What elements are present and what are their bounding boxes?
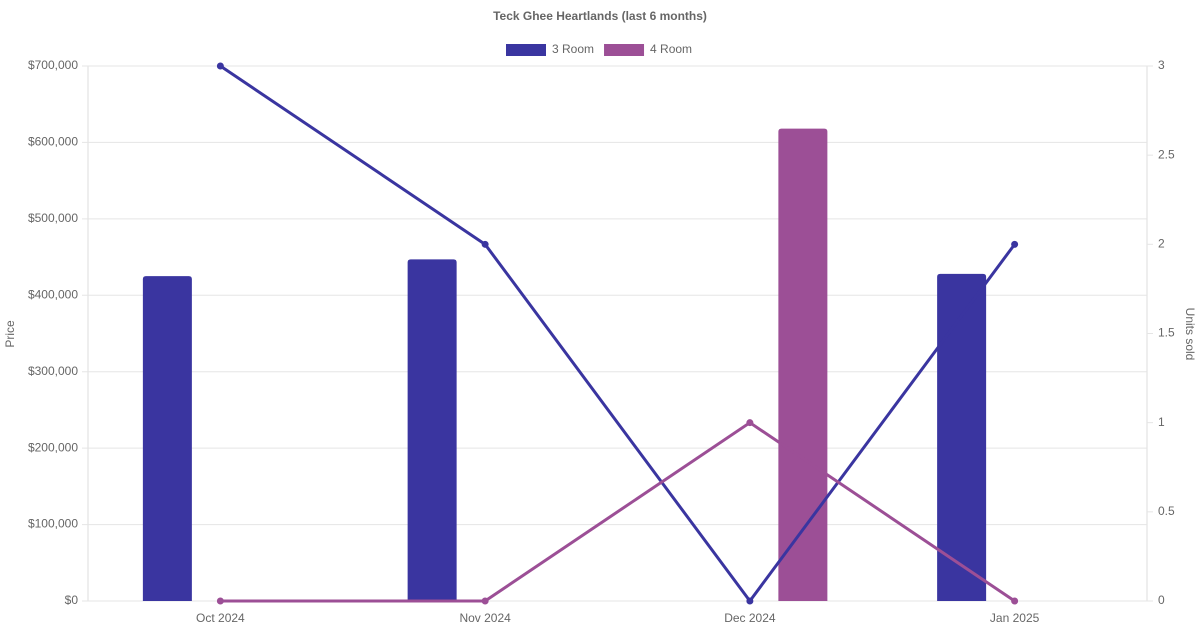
legend-swatch [604,44,645,56]
units-point [216,597,224,605]
units-point [1011,597,1019,605]
x-tick-label: Oct 2024 [196,611,245,625]
y-tick-label: $400,000 [28,287,78,301]
units-point [746,419,754,427]
y2-tick-label: 2.5 [1158,147,1175,161]
y2-tick-label: 0.5 [1158,504,1175,518]
y-tick-label: $300,000 [28,364,78,378]
x-tick-label: Jan 2025 [990,611,1040,625]
legend-label: 3 Room [552,42,594,56]
y-tick-label: $600,000 [28,135,78,149]
bar [407,259,457,601]
legend-label: 4 Room [650,42,692,56]
bar [937,273,987,601]
units-point [746,597,754,605]
y-tick-label: $500,000 [28,211,78,225]
units-line [219,64,1016,604]
bar [142,276,192,601]
y2-tick-label: 2 [1158,237,1165,251]
y2-tick-label: 0 [1158,593,1165,607]
x-tick-label: Dec 2024 [724,611,776,625]
bar [778,128,828,601]
units-point [481,597,489,605]
y-tick-label: $100,000 [28,517,78,531]
units-point [1011,240,1019,248]
y2-tick-label: 1.5 [1158,326,1175,340]
units-line [220,420,1016,603]
chart-title: Teck Ghee Heartlands (last 6 months) [493,9,707,23]
units-point [216,62,224,70]
legend-swatch [506,44,546,56]
y2-axis-title: Units sold [1183,308,1197,361]
y2-tick-label: 1 [1158,415,1165,429]
y-tick-label: $0 [65,593,79,607]
units-point [481,240,489,248]
x-tick-label: Nov 2024 [459,611,511,625]
y-tick-label: $200,000 [28,440,78,454]
y2-tick-label: 3 [1158,58,1165,72]
y-axis-title: Price [3,320,17,348]
y-tick-label: $700,000 [28,58,78,72]
